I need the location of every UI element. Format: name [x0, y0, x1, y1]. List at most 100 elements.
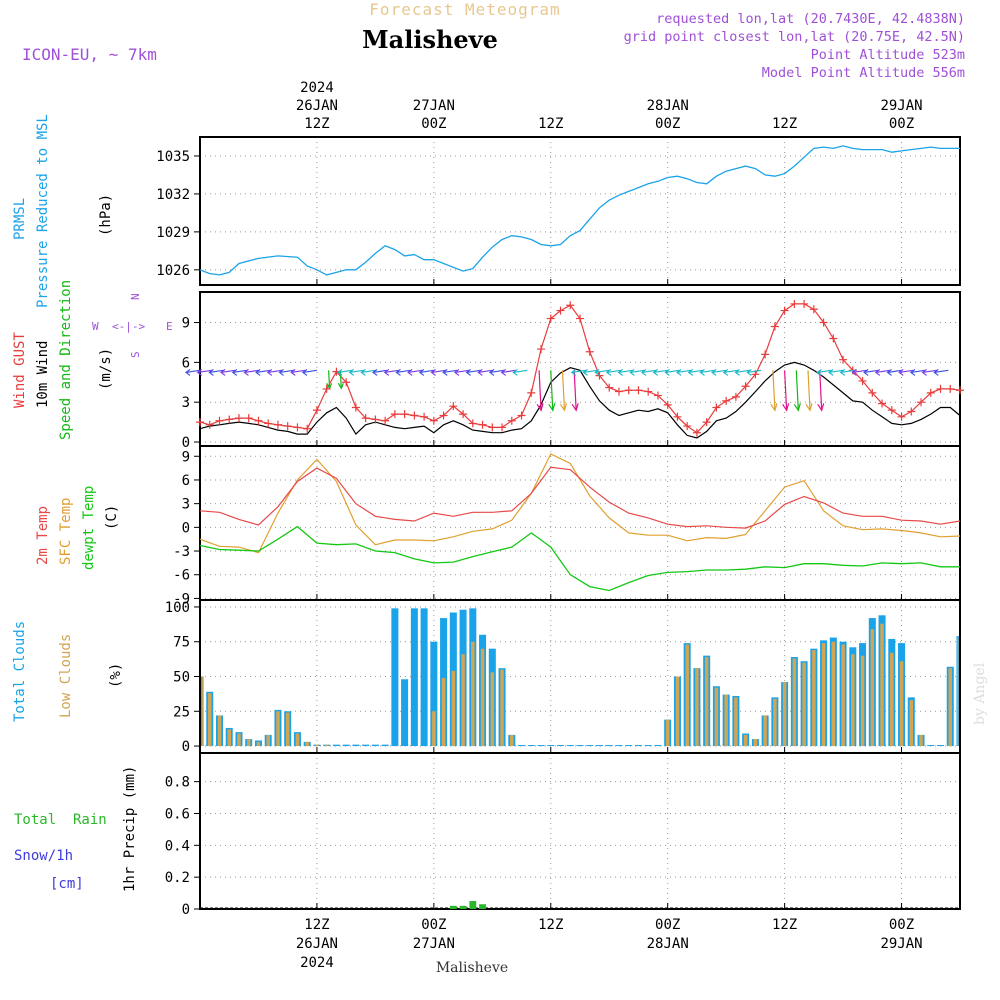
wind-panel-labels: Wind GUST 10m Wind Speed and Direction (… — [12, 280, 173, 440]
gust-marker-76 — [936, 384, 945, 393]
bottom-hour-label-5: 00Z — [889, 917, 914, 933]
temp-frame — [199, 445, 961, 601]
top-year-label-0: 2024 — [300, 80, 334, 96]
pressure-line — [199, 145, 960, 276]
clouds-panel: 0 25 50 75 100 — [165, 599, 961, 755]
gust-marker-32 — [507, 416, 516, 425]
temp-ytick-label-3: 0 — [182, 520, 190, 536]
wind-arrow-head-22 — [442, 368, 448, 376]
low-cloud-bar-10 — [295, 733, 300, 747]
wind-arrow-30 — [550, 370, 554, 411]
gust-marker-55 — [731, 392, 740, 401]
top-hour-label-0: 12Z — [304, 116, 329, 132]
gust-marker-12 — [312, 406, 321, 415]
gust-marker-15 — [342, 378, 351, 387]
wind-arrow-head-10 — [301, 368, 308, 376]
gust-marker-56 — [741, 382, 750, 391]
precip-ylabel: 1hr Precip (mm) — [122, 766, 138, 892]
temp-2m-label: 2m Temp — [35, 506, 51, 565]
gust-marker-74 — [917, 398, 926, 407]
total-cloud-bar-44 — [625, 745, 633, 747]
gust-marker-47 — [653, 391, 662, 400]
low-cloud-bar-29 — [480, 648, 485, 747]
wind-arrow-head-60 — [886, 368, 892, 376]
low-cloud-bar-62 — [802, 662, 806, 747]
temp-ytick-label-4: 3 — [182, 497, 190, 513]
wind-arrow-6 — [256, 369, 271, 374]
pressure-ylabel: (hPa) — [98, 194, 114, 236]
wind-arrow-head-43 — [687, 368, 694, 376]
wind-arrow-58 — [864, 369, 879, 374]
gust-marker-73 — [907, 407, 916, 416]
pressure-ytick-label-2: 1032 — [156, 187, 190, 203]
gust-marker-36 — [546, 314, 555, 323]
clouds-ylabel: (%) — [108, 663, 124, 688]
total-cloud-bar-15 — [342, 744, 350, 747]
wind-arrow-37 — [618, 369, 633, 374]
wind-arrow-54 — [817, 369, 832, 374]
wind-arrow-40 — [653, 369, 668, 374]
gust-marker-31 — [498, 423, 507, 432]
wind-arrow-head-30 — [548, 403, 556, 412]
gust-marker-78 — [956, 386, 964, 395]
wind-arrow-head-40 — [652, 368, 659, 376]
bottom-hour-label-2: 12Z — [538, 917, 563, 933]
wind-arrow-head-26 — [489, 368, 495, 376]
wind-arrow-50 — [784, 370, 788, 411]
bottom-hour-label-3: 00Z — [655, 917, 680, 933]
gust-marker-38 — [566, 301, 575, 310]
wind-direction-label: Speed and Direction — [58, 280, 74, 440]
low-cloud-bar-74 — [919, 734, 923, 747]
product-title: Forecast Meteogram — [369, 0, 560, 19]
compass-w: W — [92, 320, 99, 333]
low-cloud-bar-68 — [860, 655, 865, 747]
low-cloud-bar-49 — [675, 676, 680, 747]
gust-marker-66 — [839, 355, 848, 364]
total-cloud-bar-14 — [332, 744, 340, 747]
precip-frame — [199, 752, 961, 910]
wind-arrow-46 — [723, 369, 738, 374]
requested-coords: requested lon,lat (20.7430E, 42.4838N) — [656, 11, 965, 27]
low-cloud-bar-60 — [782, 682, 787, 747]
wind-arrow-head-38 — [629, 368, 635, 376]
total-cloud-bar-47 — [654, 745, 662, 747]
low-cloud-bar-56 — [743, 734, 748, 747]
low-cloud-bar-0 — [201, 676, 203, 747]
gust-marker-72 — [897, 412, 906, 421]
wind-arrow-head-13 — [337, 368, 343, 376]
precip-ytick-label-0: 0 — [182, 902, 190, 918]
wind-arrow-head-32 — [571, 403, 579, 412]
wind-arrow-36 — [606, 369, 622, 374]
gust-marker-25 — [439, 411, 448, 420]
gust-marker-35 — [537, 345, 546, 354]
gust-marker-54 — [722, 396, 731, 405]
gust-marker-18 — [371, 415, 380, 424]
wind-arrow-head-12 — [337, 383, 344, 390]
wind-arrow-head-48 — [746, 368, 752, 376]
wind-arrow-head-51 — [793, 403, 801, 412]
wind-arrow-head-35 — [594, 368, 600, 376]
wind-arrow-8 — [279, 369, 294, 374]
low-cloud-bar-73 — [909, 700, 914, 747]
wind-arrow-3 — [220, 369, 236, 374]
snow-label: Snow/1h — [14, 848, 73, 864]
dewpt-temp-line — [199, 525, 960, 592]
wind-arrow-head-2 — [208, 368, 214, 376]
low-cloud-bar-71 — [890, 652, 894, 747]
rain-bar-0 — [449, 905, 457, 909]
total-cloud-bar-22 — [410, 608, 418, 747]
low-cloud-bar-72 — [899, 661, 904, 747]
low-cloud-bar-66 — [841, 644, 845, 747]
low-cloud-bar-67 — [851, 654, 855, 747]
gust-marker-17 — [361, 414, 370, 423]
wind-ytick-label-0: 0 — [182, 435, 190, 451]
total-cloud-bar-23 — [420, 608, 428, 747]
low-cloud-bar-77 — [948, 668, 953, 747]
wind-arrow-4 — [232, 369, 247, 374]
gust-marker-62 — [800, 299, 809, 308]
low-cloud-bar-58 — [763, 715, 767, 747]
pressure-panel-labels: PRMSL Pressure Reduced to MSL (hPa) — [12, 114, 114, 308]
temp-ytick-label-6: 9 — [182, 449, 190, 465]
gust-marker-6 — [254, 416, 263, 425]
clouds-ytick-label-1: 25 — [173, 704, 190, 720]
